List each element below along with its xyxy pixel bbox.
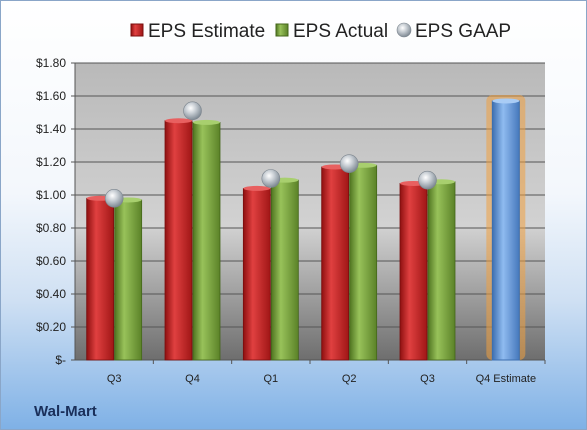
x-tick-label: Q4 Estimate xyxy=(476,373,537,385)
gaap-markers xyxy=(104,101,437,208)
bar-eps-actual xyxy=(427,181,456,361)
legend-swatch-estimate xyxy=(130,23,144,37)
y-tick-label: $1.00 xyxy=(36,188,66,202)
bar-eps-estimate xyxy=(321,166,350,361)
company-name: Wal-Mart xyxy=(34,403,97,420)
x-tick-label: Q4 xyxy=(185,373,200,385)
y-axis: $- $0.20 $0.40 $0.60 $0.80 $1.00 $1.20 $1.40 $1.… xyxy=(36,56,76,367)
x-tick-label: Q3 xyxy=(107,373,122,385)
bar-eps-estimate xyxy=(399,183,428,361)
bar-top xyxy=(165,118,192,124)
marker-eps-gaap xyxy=(418,170,437,190)
bar-eps-estimate xyxy=(242,187,271,361)
y-tick-label: $0.40 xyxy=(36,287,66,301)
bar-eps-actual xyxy=(349,164,378,361)
y-tick-label: $1.40 xyxy=(36,122,66,136)
gridlines xyxy=(75,62,545,361)
bar-eps-actual xyxy=(270,179,299,361)
legend-label: EPS Estimate xyxy=(148,21,265,42)
x-tick-label: Q3 xyxy=(420,373,435,385)
marker-eps-gaap xyxy=(339,154,359,173)
bar-top xyxy=(243,185,271,191)
marker-eps-gaap xyxy=(183,101,202,121)
legend-swatch-actual xyxy=(275,23,289,37)
legend-swatch-gaap xyxy=(396,22,412,38)
legend-label: EPS Actual xyxy=(293,21,388,42)
y-tick-label: $1.20 xyxy=(36,155,66,169)
y-tick-label: $0.60 xyxy=(36,254,66,268)
marker-eps-gaap xyxy=(104,189,124,208)
legend-label: EPS GAAP xyxy=(415,21,511,42)
y-tick-label: $- xyxy=(55,353,66,367)
bars xyxy=(86,94,526,361)
bar-eps-estimate xyxy=(86,197,115,361)
legend: EPS Estimate EPS Actual EPS GAAP xyxy=(130,21,511,42)
x-tick-label: Q1 xyxy=(263,373,278,385)
bar-eps-actual xyxy=(114,199,143,361)
y-tick-label: $1.60 xyxy=(36,89,66,103)
y-tick-label: $0.80 xyxy=(36,221,66,235)
x-tick-label: Q2 xyxy=(342,373,357,385)
marker-eps-gaap xyxy=(261,169,281,188)
bar-eps-actual xyxy=(192,122,221,361)
plot-area xyxy=(75,63,545,360)
bar-top xyxy=(193,119,220,125)
bar-eps-estimate xyxy=(164,120,193,361)
bar-top xyxy=(492,98,520,104)
y-tick-label: $0.20 xyxy=(36,320,66,334)
bar-eps-forecast xyxy=(491,100,520,361)
y-tick-label: $1.80 xyxy=(36,56,66,70)
x-axis: Q3 Q4 Q1 Q2 Q3 Q4 Estimate xyxy=(75,359,546,385)
